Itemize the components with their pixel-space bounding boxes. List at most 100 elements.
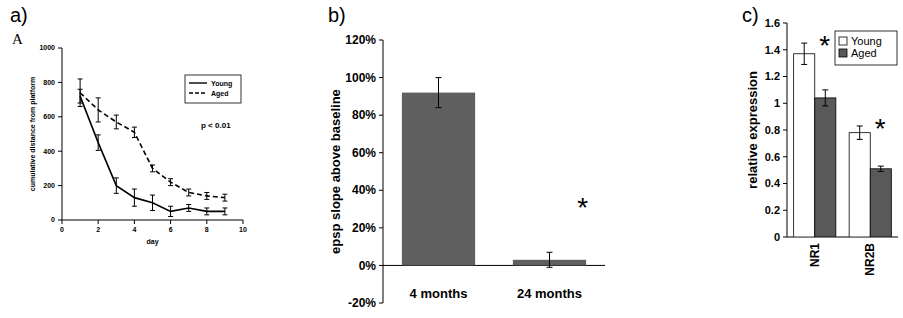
- x-tick-label: 2: [96, 226, 100, 233]
- error-cap: [822, 89, 828, 90]
- error-cap: [186, 204, 191, 205]
- error-bar: [150, 165, 155, 172]
- series-line: [80, 93, 225, 198]
- y-tick-label: 0: [774, 231, 780, 243]
- error-bar: [168, 206, 173, 216]
- error-bar: [878, 166, 884, 171]
- error-cap: [547, 267, 553, 268]
- legend-box: [185, 75, 241, 103]
- y-tick-label: 0.2: [765, 204, 780, 216]
- panel-label: c): [742, 4, 759, 26]
- error-cap: [114, 193, 119, 194]
- y-tick: [783, 210, 787, 211]
- y-tick-label: 1.6: [765, 17, 780, 29]
- error-stem: [134, 189, 135, 206]
- y-tick: [783, 49, 787, 50]
- error-stem: [549, 252, 550, 267]
- bar: [794, 54, 815, 237]
- x-tick: [206, 220, 207, 224]
- error-bar: [204, 208, 209, 215]
- y-tick: [58, 220, 62, 221]
- error-cap: [132, 206, 137, 207]
- error-cap: [857, 139, 863, 140]
- error-stem: [438, 78, 439, 108]
- error-stem: [188, 189, 189, 196]
- error-stem: [170, 206, 171, 216]
- error-stem: [98, 135, 99, 150]
- error-bar: [114, 178, 119, 193]
- y-tick: [58, 82, 62, 83]
- error-cap: [204, 199, 209, 200]
- error-cap: [204, 192, 209, 193]
- error-cap: [222, 207, 227, 208]
- error-cap: [132, 127, 137, 128]
- error-cap: [114, 128, 119, 129]
- y-tick-label: 0: [51, 216, 55, 223]
- figure: a)02004006008001000cumulative distance f…: [0, 0, 903, 318]
- error-stem: [134, 127, 135, 137]
- error-bar: [150, 195, 155, 210]
- annotation: *: [875, 113, 886, 144]
- y-tick: [783, 156, 787, 157]
- x-tick-label: 6: [169, 226, 173, 233]
- error-stem: [170, 179, 171, 186]
- error-cap: [150, 164, 155, 165]
- error-cap: [878, 166, 884, 167]
- y-tick: [58, 185, 62, 186]
- error-cap: [132, 189, 137, 190]
- y-tick-label: 600: [43, 113, 55, 120]
- legend-label: Aged: [851, 47, 877, 59]
- legend-label: Young: [851, 35, 882, 47]
- legend-box: [835, 31, 897, 65]
- error-stem: [188, 205, 189, 212]
- y-tick-label: 0.4: [765, 177, 781, 189]
- panel-label: a): [10, 4, 28, 26]
- y-tick: [58, 116, 62, 117]
- error-stem: [116, 178, 117, 193]
- error-cap: [547, 252, 553, 253]
- x-axis-label: day: [146, 238, 158, 246]
- annotation: *: [819, 30, 830, 61]
- y-tick: [379, 303, 383, 304]
- legend-swatch: [189, 82, 207, 83]
- error-cap: [114, 177, 119, 178]
- legend-swatch: [839, 49, 847, 57]
- y-tick-label: 0.6: [765, 151, 780, 163]
- error-cap: [857, 125, 863, 126]
- y-tick-label: 800: [43, 79, 55, 86]
- error-cap: [96, 121, 101, 122]
- error-cap: [222, 214, 227, 215]
- x-tick-label: 4: [132, 226, 136, 233]
- error-cap: [204, 214, 209, 215]
- y-tick-label: 200: [43, 182, 55, 189]
- error-cap: [822, 105, 828, 106]
- annotation: p < 0.01: [201, 121, 231, 130]
- error-cap: [186, 189, 191, 190]
- error-stem: [859, 126, 860, 139]
- plot-marks: [794, 43, 892, 237]
- legend-swatch: [839, 37, 847, 45]
- error-stem: [152, 165, 153, 172]
- error-bar: [822, 90, 828, 106]
- x-tick-label: 10: [239, 226, 247, 233]
- y-tick: [783, 103, 787, 104]
- error-cap: [222, 201, 227, 202]
- error-stem: [152, 195, 153, 210]
- error-cap: [801, 64, 807, 65]
- y-tick: [783, 23, 787, 24]
- y-tick-label: 120%: [345, 33, 376, 47]
- error-stem: [224, 194, 225, 201]
- inner-label: A: [12, 31, 23, 47]
- error-cap: [801, 43, 807, 44]
- x-tick: [243, 220, 244, 224]
- y-tick-label: 20%: [352, 221, 376, 235]
- x-tick: [134, 220, 135, 224]
- error-stem: [206, 192, 207, 199]
- legend-label: Aged: [211, 90, 229, 98]
- error-bar: [114, 115, 119, 129]
- y-tick: [379, 40, 383, 41]
- series-line: [80, 96, 225, 211]
- y-tick-label: 0%: [359, 259, 377, 273]
- y-axis-label: cumulative distance from platform: [29, 77, 37, 191]
- error-bar: [801, 43, 807, 64]
